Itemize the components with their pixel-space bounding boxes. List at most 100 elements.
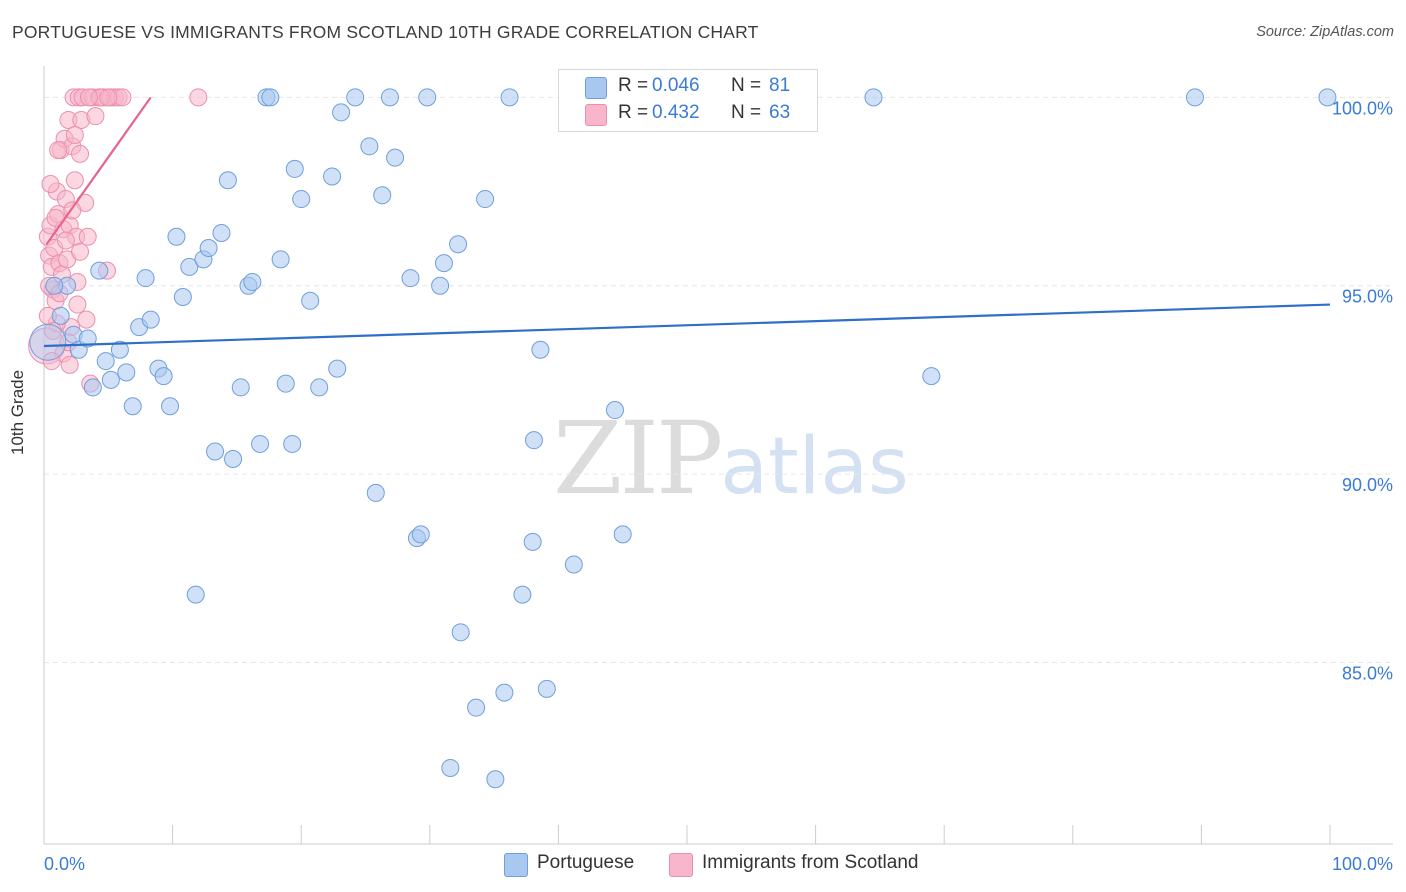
y-tick-label: 100.0% — [1332, 98, 1393, 118]
data-point-portuguese — [500, 88, 519, 107]
x-tick-label-min: 0.0% — [44, 854, 85, 874]
n-value: 63 — [769, 102, 791, 123]
y-tick-label: 85.0% — [1342, 663, 1393, 683]
grid-lines — [44, 96, 1393, 663]
trend-line-portuguese — [43, 303, 1331, 348]
data-point-portuguese — [206, 442, 225, 461]
data-point-portuguese — [380, 88, 399, 107]
data-point-portuguese — [110, 340, 129, 359]
y-tick-label: 90.0% — [1342, 475, 1393, 495]
data-point-scotland — [78, 227, 97, 246]
data-point-portuguese — [449, 235, 468, 254]
data-point-portuguese — [45, 276, 64, 295]
data-point-scotland — [80, 88, 99, 107]
data-point-portuguese — [283, 434, 302, 453]
data-point-portuguese — [96, 352, 115, 371]
data-point-portuguese — [1318, 88, 1337, 107]
data-point-portuguese — [495, 683, 514, 702]
source-credit: Source: ZipAtlas.com — [1256, 24, 1394, 40]
data-point-portuguese — [523, 532, 542, 551]
data-point-scotland — [65, 126, 84, 145]
data-point-portuguese — [451, 623, 470, 642]
data-point-portuguese — [141, 310, 160, 329]
data-point-scotland — [71, 242, 90, 261]
data-point-portuguese — [117, 363, 136, 382]
data-point-portuguese — [346, 88, 365, 107]
data-point-portuguese — [292, 190, 311, 209]
data-point-portuguese — [513, 585, 532, 604]
watermark: ZIPatlas — [553, 400, 909, 517]
data-point-scotland — [42, 352, 61, 371]
data-point-portuguese — [251, 434, 270, 453]
data-point-portuguese — [613, 525, 632, 544]
data-point-portuguese — [154, 367, 173, 386]
trend-lines — [43, 96, 1331, 348]
axes — [43, 66, 1393, 845]
r-value: 0.046 — [652, 75, 700, 96]
data-point-portuguese — [323, 167, 342, 186]
data-point-portuguese — [180, 257, 199, 276]
data-point-portuguese — [271, 250, 290, 269]
data-point-portuguese — [231, 378, 250, 397]
data-point-portuguese — [467, 698, 486, 717]
portuguese-swatch — [585, 77, 607, 99]
watermark-atlas: atlas — [720, 422, 909, 512]
data-point-portuguese — [366, 483, 385, 502]
data-point-scotland — [77, 310, 96, 329]
data-point-portuguese — [476, 190, 495, 209]
data-point-portuguese — [261, 88, 280, 107]
data-point-portuguese — [285, 159, 304, 178]
data-point-portuguese — [386, 148, 405, 167]
data-point-portuguese — [431, 276, 450, 295]
data-point-portuguese — [434, 254, 453, 273]
data-point-portuguese — [51, 306, 70, 325]
data-point-portuguese — [531, 340, 550, 359]
data-point-portuguese — [411, 525, 430, 544]
data-point-portuguese — [328, 359, 347, 378]
data-point-scotland — [189, 88, 208, 107]
y-tick-label: 95.0% — [1342, 287, 1393, 307]
data-point-scotland — [71, 144, 90, 163]
x-tick-label-max: 100.0% — [1332, 854, 1393, 874]
data-point-portuguese — [29, 323, 67, 361]
data-point-portuguese — [418, 88, 437, 107]
data-point-scotland — [99, 88, 118, 107]
data-point-portuguese — [524, 431, 543, 450]
data-point-portuguese — [301, 291, 320, 310]
data-point-scotland — [65, 171, 84, 190]
data-point-portuguese — [78, 329, 97, 348]
data-point-portuguese — [224, 450, 243, 469]
n-label: N = — [731, 102, 762, 123]
data-point-portuguese — [922, 367, 941, 386]
data-point-portuguese — [212, 223, 231, 242]
data-point-scotland — [68, 295, 87, 314]
chart-title: PORTUGUESE VS IMMIGRANTS FROM SCOTLAND 1… — [12, 22, 759, 42]
data-point-portuguese — [186, 585, 205, 604]
data-point-portuguese — [218, 171, 237, 190]
data-point-portuguese — [332, 103, 351, 122]
data-point-portuguese — [167, 227, 186, 246]
trend-line-scotland — [45, 96, 152, 245]
scotland-legend-swatch — [669, 853, 693, 877]
data-point-portuguese — [605, 401, 624, 420]
legend-label: Portuguese — [537, 852, 635, 873]
data-point-portuguese — [441, 758, 460, 777]
data-point-portuguese — [864, 88, 883, 107]
data-point-scotland — [60, 355, 79, 374]
legend-label: Immigrants from Scotland — [702, 852, 919, 873]
data-point-scotland — [86, 107, 105, 126]
data-point-portuguese — [360, 137, 379, 156]
r-label: R = — [618, 75, 649, 96]
data-point-portuguese — [373, 186, 392, 205]
data-point-portuguese — [199, 239, 218, 258]
stats-legend: R = 0.046 N = 81 R = 0.432 N = 63 — [558, 69, 818, 132]
n-label: N = — [731, 75, 762, 96]
tick-labels: 85.0% 90.0% 95.0% 100.0% 0.0% 100.0% — [44, 98, 1393, 874]
series-portuguese — [29, 88, 1337, 789]
data-point-portuguese — [173, 288, 192, 307]
data-point-scotland — [56, 231, 75, 250]
data-point-portuguese — [243, 272, 262, 291]
r-label: R = — [618, 102, 649, 123]
n-value: 81 — [769, 75, 791, 96]
